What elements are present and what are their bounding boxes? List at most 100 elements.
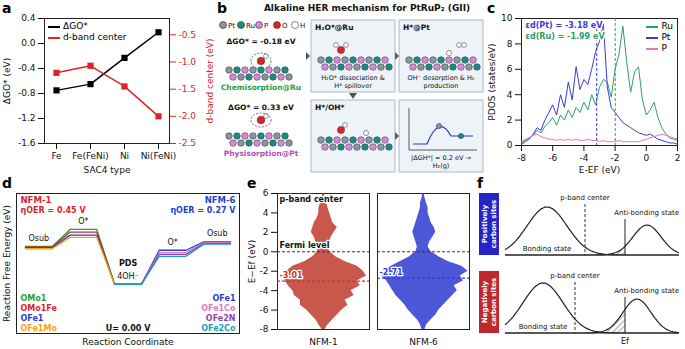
- svg-text:-4: -4: [579, 153, 588, 163]
- svg-text:NFM-6: NFM-6: [205, 195, 236, 205]
- svg-text:ηOER = 0.27 V: ηOER = 0.27 V: [170, 206, 236, 215]
- svg-text:-6: -6: [260, 305, 269, 315]
- svg-text:-8: -8: [260, 324, 269, 334]
- svg-text:Fe: Fe: [51, 151, 62, 161]
- svg-text:Anti-bonding state: Anti-bonding state: [614, 287, 679, 295]
- svg-text:H*/OH*: H*/OH*: [315, 103, 345, 112]
- svg-text:εd(Pt) = -3.18 eV: εd(Pt) = -3.18 eV: [526, 21, 604, 30]
- svg-text:-2: -2: [260, 266, 269, 276]
- svg-text:H*@Pt: H*@Pt: [403, 23, 430, 32]
- svg-text:NFM-1: NFM-1: [309, 337, 338, 347]
- svg-text:E−Ef (eV): E−Ef (eV): [247, 240, 257, 284]
- svg-text:-0.5: -0.5: [179, 30, 197, 40]
- svg-text:Reaction Free Energy (eV): Reaction Free Energy (eV): [2, 205, 12, 322]
- svg-text:2: 2: [507, 115, 513, 125]
- svg-text:H* spillover: H* spillover: [334, 82, 372, 90]
- svg-text:Osub: Osub: [207, 229, 228, 238]
- svg-text:-6: -6: [548, 153, 557, 163]
- svg-text:-2.5: -2.5: [179, 138, 197, 148]
- svg-text:2: 2: [675, 153, 681, 163]
- svg-text:Physisorption@Pt: Physisorption@Pt: [224, 149, 299, 158]
- svg-text:carbon sites: carbon sites: [490, 278, 498, 326]
- svg-text:Alkaline HER mechanism for PtR: Alkaline HER mechanism for PtRuP₂ (GII): [264, 3, 470, 13]
- svg-text:-4: -4: [260, 286, 269, 296]
- svg-text:Anti-bonding state: Anti-bonding state: [614, 209, 679, 217]
- svg-text:OFe1Co: OFe1Co: [201, 304, 236, 313]
- svg-text:-8: -8: [517, 153, 526, 163]
- svg-text:OFe1: OFe1: [213, 294, 236, 303]
- svg-text:0: 0: [643, 153, 649, 163]
- svg-text:OMo1: OMo1: [21, 294, 47, 303]
- svg-text:-0.8: -0.8: [18, 88, 36, 98]
- svg-text:-1.0: -1.0: [179, 57, 197, 67]
- svg-text:carbon sites: carbon sites: [490, 200, 498, 248]
- svg-text:|ΔGH*| ≈ 0.2 eV →: |ΔGH*| ≈ 0.2 eV →: [411, 154, 471, 162]
- svg-text:H₂O* dissociation &: H₂O* dissociation &: [321, 74, 385, 82]
- svg-text:ΔGO* = 0.33 eV: ΔGO* = 0.33 eV: [228, 103, 294, 112]
- svg-text:-1.6: -1.6: [18, 138, 36, 148]
- svg-text:U= 0.00 V: U= 0.00 V: [106, 324, 152, 333]
- svg-text:E-EF (eV): E-EF (eV): [579, 165, 620, 175]
- svg-text:0: 0: [507, 140, 513, 150]
- svg-text:0: 0: [263, 247, 269, 257]
- svg-text:Bonding state: Bonding state: [523, 245, 572, 253]
- svg-text:-1.5: -1.5: [179, 84, 197, 94]
- svg-text:P: P: [264, 22, 268, 30]
- svg-text:Pt: Pt: [228, 22, 235, 30]
- svg-text:6: 6: [507, 64, 513, 74]
- svg-text:Chemisorption@Ru: Chemisorption@Ru: [221, 83, 301, 92]
- svg-text:PDOS (states/eV): PDOS (states/eV): [487, 43, 497, 120]
- svg-text:H₂(g): H₂(g): [433, 162, 450, 170]
- svg-text:4OH⁻: 4OH⁻: [117, 272, 139, 281]
- svg-text:4: 4: [263, 208, 269, 218]
- svg-text:OFe1: OFe1: [21, 314, 44, 323]
- svg-text:εd(Ru) = -1.99 eV: εd(Ru) = -1.99 eV: [526, 32, 606, 41]
- svg-text:4: 4: [507, 90, 513, 100]
- svg-text:OFe2N: OFe2N: [206, 314, 236, 323]
- svg-text:-2.71: -2.71: [380, 268, 403, 277]
- svg-text:OFe2Co: OFe2Co: [201, 324, 236, 333]
- svg-text:Negatively: Negatively: [481, 280, 489, 323]
- svg-text:Fermi level: Fermi level: [280, 241, 330, 250]
- svg-text:ΔGO* = -0.18 eV: ΔGO* = -0.18 eV: [227, 37, 296, 46]
- svg-text:10: 10: [501, 13, 513, 23]
- svg-text:Positively: Positively: [481, 204, 489, 243]
- svg-text:p-band center: p-band center: [280, 195, 343, 204]
- svg-text:OMo1Fe: OMo1Fe: [21, 304, 58, 313]
- svg-text:PDS: PDS: [119, 259, 138, 268]
- svg-text:d-band center (eV): d-band center (eV): [205, 39, 215, 124]
- svg-text:O*: O*: [167, 238, 177, 247]
- svg-text:H₂O*@Ru: H₂O*@Ru: [315, 23, 353, 32]
- svg-text:NFM-1: NFM-1: [21, 195, 52, 205]
- svg-text:production: production: [424, 82, 459, 90]
- svg-text:ηOER = 0.45 V: ηOER = 0.45 V: [21, 206, 87, 215]
- svg-text:p-band center: p-band center: [560, 194, 609, 202]
- svg-text:OFe1Mo: OFe1Mo: [21, 324, 58, 333]
- svg-text:6: 6: [263, 188, 269, 198]
- svg-text:Ni: Ni: [120, 151, 129, 161]
- svg-text:2: 2: [263, 227, 269, 237]
- svg-text:Ni(FeNi): Ni(FeNi): [141, 151, 177, 161]
- svg-text:Bonding state: Bonding state: [519, 323, 568, 331]
- svg-text:Ef: Ef: [621, 337, 629, 346]
- svg-text:-0.4: -0.4: [18, 63, 36, 73]
- svg-text:O: O: [282, 22, 288, 30]
- svg-text:OH⁻ desorption & H₂: OH⁻ desorption & H₂: [408, 74, 475, 82]
- svg-text:ΔGO* (eV): ΔGO* (eV): [2, 58, 12, 104]
- svg-text:H: H: [300, 22, 305, 30]
- svg-text:8: 8: [507, 39, 513, 49]
- svg-text:Reaction Coordinate: Reaction Coordinate: [82, 337, 174, 347]
- svg-text:0.0: 0.0: [21, 38, 36, 48]
- svg-text:0.4: 0.4: [21, 13, 36, 23]
- svg-text:Ru: Ru: [246, 22, 255, 30]
- svg-text:p-band center: p-band center: [550, 272, 599, 280]
- svg-text:Osub: Osub: [28, 234, 49, 243]
- svg-text:SAC4 type: SAC4 type: [84, 165, 131, 175]
- svg-text:O*: O*: [78, 217, 88, 226]
- svg-text:-3.01: -3.01: [280, 271, 303, 280]
- svg-text:NFM-6: NFM-6: [409, 337, 438, 347]
- svg-text:Fe(FeNi): Fe(FeNi): [72, 151, 109, 161]
- svg-text:-1.2: -1.2: [18, 113, 36, 123]
- svg-text:-2: -2: [611, 153, 620, 163]
- svg-text:-2.0: -2.0: [179, 111, 197, 121]
